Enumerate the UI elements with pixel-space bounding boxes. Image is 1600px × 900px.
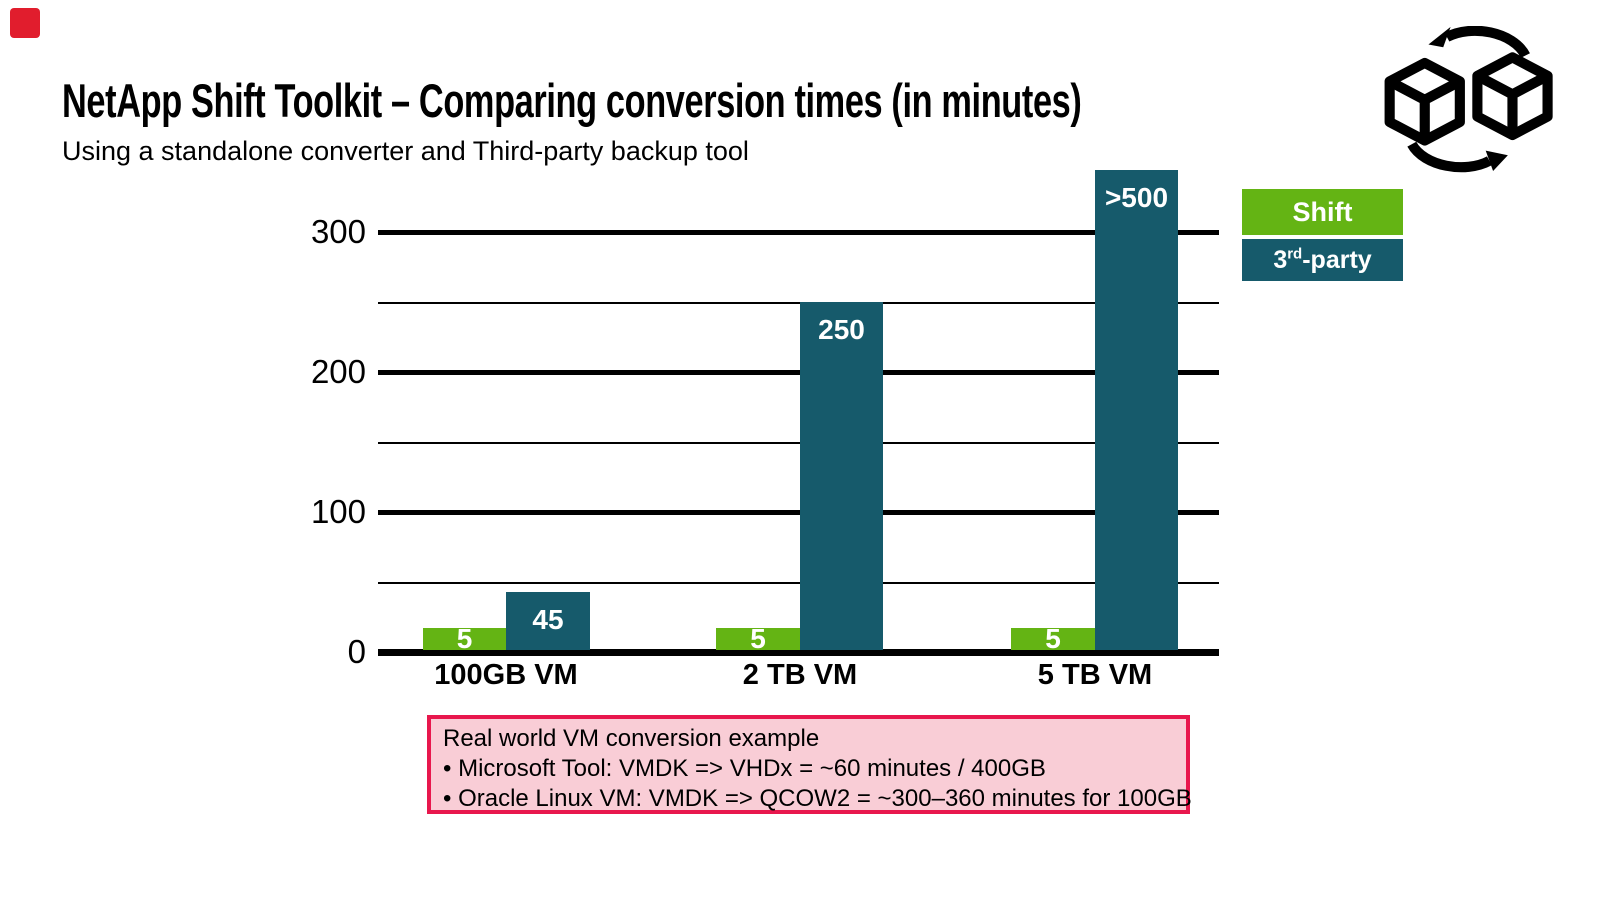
bar-thirdparty-100gb: 45: [506, 592, 590, 650]
gridline-300: [378, 230, 1219, 235]
bar-thirdparty-2tb: 250: [800, 302, 883, 650]
note-line: • Microsoft Tool: VMDK => VHDx = ~60 min…: [443, 755, 1046, 782]
x-axis-line: [378, 649, 1219, 656]
slide-subtitle: Using a standalone converter and Third-p…: [62, 136, 749, 166]
bar-shift-5tb: 5: [1011, 623, 1095, 654]
y-tick-200: 200: [310, 353, 366, 390]
slide-title: NetApp Shift Toolkit – Comparing convers…: [62, 74, 1082, 127]
bar-value-label: >500: [1104, 182, 1169, 213]
bar-shift-2tb: 5: [716, 623, 800, 654]
gridline-200: [378, 370, 1219, 375]
note-line: • Oracle Linux VM: VMDK => QCOW2 = ~300–…: [443, 785, 1192, 812]
bar-value-label: 45: [532, 604, 564, 635]
category-label-2tb: 2 TB VM: [742, 659, 858, 691]
legend-third-label: 3rd-party: [1273, 245, 1372, 274]
y-tick-300: 300: [310, 213, 366, 250]
real-world-note-box: Real world VM conversion example • Micro…: [427, 715, 1192, 814]
legend-item-shift: Shift: [1242, 189, 1403, 235]
note-line: Real world VM conversion example: [443, 725, 820, 752]
bar-shift-100gb: 5: [423, 623, 506, 654]
gridline-100: [378, 510, 1219, 515]
gridline-250: [378, 302, 1219, 304]
red-corner-marker: [10, 8, 40, 38]
bar-value-label: 5: [1045, 623, 1061, 654]
conversion-cubes-icon: [1384, 26, 1553, 173]
y-tick-100: 100: [310, 493, 366, 530]
category-label-5tb: 5 TB VM: [1037, 659, 1153, 691]
gridline-50: [378, 582, 1219, 584]
gridline-150: [378, 442, 1219, 444]
legend-shift-label: Shift: [1292, 196, 1353, 227]
bar-value-label: 5: [750, 623, 766, 654]
category-label-100gb: 100GB VM: [434, 659, 578, 691]
bar-value-label: 5: [456, 623, 473, 654]
bar-value-label: 250: [818, 314, 865, 345]
y-tick-0: 0: [347, 633, 366, 670]
bar-thirdparty-5tb: >500: [1095, 170, 1178, 650]
legend-item-third-party: 3rd-party: [1242, 239, 1403, 281]
